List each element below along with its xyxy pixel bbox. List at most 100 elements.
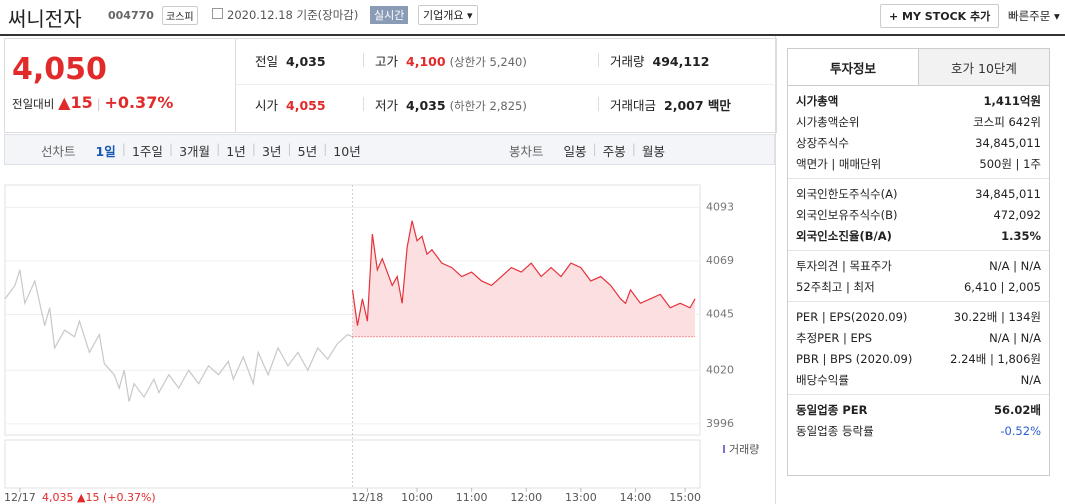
- info-row: 시가총액순위 코스피 642위: [796, 111, 1041, 132]
- divider: [363, 53, 364, 67]
- info-section: 투자의견 | 목표주가 N/A | N/A 52주최고 | 최저 6,410 | 2,…: [788, 251, 1049, 302]
- sidebar-tabs: 투자정보 호가 10단계: [788, 49, 1049, 86]
- divider: [235, 38, 236, 132]
- divider: [598, 53, 599, 67]
- x-tick-label: 11:00: [456, 491, 488, 504]
- tab[interactable]: 일봉: [563, 144, 587, 159]
- info-label: 동일업종 PER: [796, 402, 868, 417]
- chart: 3996 4020 4045 4069 4093 거래량 12/17 12/18 10:00 11…: [4, 184, 759, 504]
- stat-value: 494,112: [652, 54, 710, 69]
- mystock-button[interactable]: + MY STOCK 추가: [880, 4, 1000, 28]
- sidebar-tab[interactable]: 호가 10단계: [918, 49, 1049, 85]
- company-text: 기업개요: [423, 9, 464, 22]
- x-tick-label: 10:00: [401, 491, 433, 504]
- separator: |: [592, 141, 597, 156]
- stat-label: 전일: [255, 54, 279, 69]
- info-value: 34,845,011: [975, 135, 1041, 150]
- price-line: [351, 220, 696, 326]
- stat-value: 4,035: [286, 54, 326, 69]
- divider: [236, 84, 774, 85]
- info-section: 외국인한도주식수(A) 34,845,011 외국인보유주식수(B) 472,092 외…: [788, 179, 1049, 251]
- divider: [598, 97, 599, 111]
- info-label: PBR | BPS (2020.09): [796, 351, 913, 366]
- realtime-badge[interactable]: 실시간: [370, 6, 409, 24]
- change: ▲15: [58, 93, 93, 112]
- tab-group-label: 선차트: [41, 144, 76, 159]
- info-row: 동일업종 PER 56.02배: [796, 399, 1041, 420]
- tab[interactable]: 월봉: [641, 144, 665, 159]
- tab-group-label: 봉차트: [509, 144, 544, 159]
- divider: [775, 36, 776, 504]
- tab[interactable]: 1주일: [131, 144, 163, 159]
- stock-name: 써니전자: [8, 7, 82, 31]
- info-row: 외국인보유주식수(B) 472,092: [796, 204, 1041, 225]
- info-value: 1,411억원: [983, 93, 1041, 108]
- tab[interactable]: 5년: [297, 144, 318, 159]
- tab[interactable]: 1일: [95, 144, 116, 159]
- volume-icon: [723, 445, 725, 453]
- info-row: 외국인한도주식수(A) 34,845,011: [796, 183, 1041, 204]
- stat: 시가 4,055: [255, 95, 326, 114]
- info-value: N/A | N/A: [989, 258, 1041, 273]
- stat: 고가 4,100 (상한가 5,240): [375, 51, 527, 70]
- sidebar-tab[interactable]: 투자정보: [788, 49, 918, 85]
- footer-summary: 4,035 ▲15 (+0.37%): [42, 491, 156, 504]
- tab[interactable]: 10년: [333, 144, 361, 159]
- separator: |: [287, 141, 292, 156]
- info-value: -0.52%: [1000, 423, 1041, 438]
- quick-order[interactable]: 빠른주문 ▾: [1008, 9, 1060, 23]
- separator: |: [323, 141, 328, 156]
- info-value: 56.02배: [994, 402, 1041, 417]
- stat-label: 시가: [255, 98, 279, 113]
- volume-label: 거래량: [729, 443, 759, 456]
- info-row: 시가총액 1,411억원: [796, 90, 1041, 111]
- area: [352, 220, 696, 337]
- y-tick-label: 3996: [706, 417, 734, 430]
- tab-group: 선차트 1일 | 1주일 | 3개월 | 1년 | 3년 | 5년 | 10년: [41, 141, 361, 160]
- market-badge: 코스피: [162, 6, 198, 25]
- tab[interactable]: 1년: [226, 144, 246, 159]
- volume-frame: [4, 439, 701, 489]
- y-tick-label: 4020: [706, 363, 734, 376]
- date: 2020.12.18 기준(장마감): [227, 8, 359, 22]
- tab[interactable]: 3개월: [179, 144, 211, 159]
- separator: |: [168, 141, 174, 156]
- info-label: PER | EPS(2020.09): [796, 309, 908, 324]
- company-button[interactable]: 기업개요 ▾: [418, 5, 478, 25]
- quick-order-text: 빠른주문: [1008, 9, 1051, 23]
- info-value: 34,845,011: [975, 186, 1041, 201]
- info-label: 상장주식수: [796, 135, 849, 150]
- change-line: 전일대비 ▲15 | +0.37%: [12, 93, 173, 112]
- separator: |: [631, 141, 636, 156]
- tab[interactable]: 3년: [261, 144, 282, 159]
- y-tick-label: 4069: [706, 254, 734, 267]
- info-row: 추정PER | EPS N/A | N/A: [796, 327, 1041, 348]
- info-row: 외국인소진율(B/A) 1.35%: [796, 225, 1041, 246]
- info-value: 코스피 642위: [973, 114, 1041, 129]
- header-rule: [0, 34, 1065, 36]
- info-value: N/A: [1020, 372, 1041, 387]
- stat: 거래량 494,112: [610, 51, 709, 70]
- y-tick-label: 4093: [706, 200, 734, 213]
- info-label: 배당수익률: [796, 372, 849, 387]
- stock-code: 004770: [108, 9, 154, 22]
- info-label: 액면가 | 매매단위: [796, 156, 882, 171]
- info-row: 상장주식수 34,845,011: [796, 132, 1041, 153]
- info-label: 시가총액: [796, 93, 839, 108]
- separator: |: [216, 141, 221, 156]
- tab[interactable]: 주봉: [602, 144, 626, 159]
- info-row: 52주최고 | 최저 6,410 | 2,005: [796, 276, 1041, 297]
- info-label: 투자의견 | 목표주가: [796, 258, 892, 273]
- info-label: 외국인보유주식수(B): [796, 207, 898, 222]
- info-row: 배당수익률 N/A: [796, 369, 1041, 390]
- separator: |: [251, 141, 256, 156]
- info-label: 외국인소진율(B/A): [796, 228, 892, 243]
- chart-tabs: 선차트 1일 | 1주일 | 3개월 | 1년 | 3년 | 5년 | 10년 봉차트 일봉 | 주봉 | 월봉: [4, 134, 775, 165]
- stat-label: 고가: [375, 54, 399, 69]
- divider: [363, 97, 364, 111]
- info-row: 액면가 | 매매단위 500원 | 1주: [796, 153, 1041, 174]
- info-value: 30.22배 | 134원: [953, 309, 1041, 324]
- info-row: PBR | BPS (2020.09) 2.24배 | 1,806원: [796, 348, 1041, 369]
- x-tick-label: 12:00: [510, 491, 542, 504]
